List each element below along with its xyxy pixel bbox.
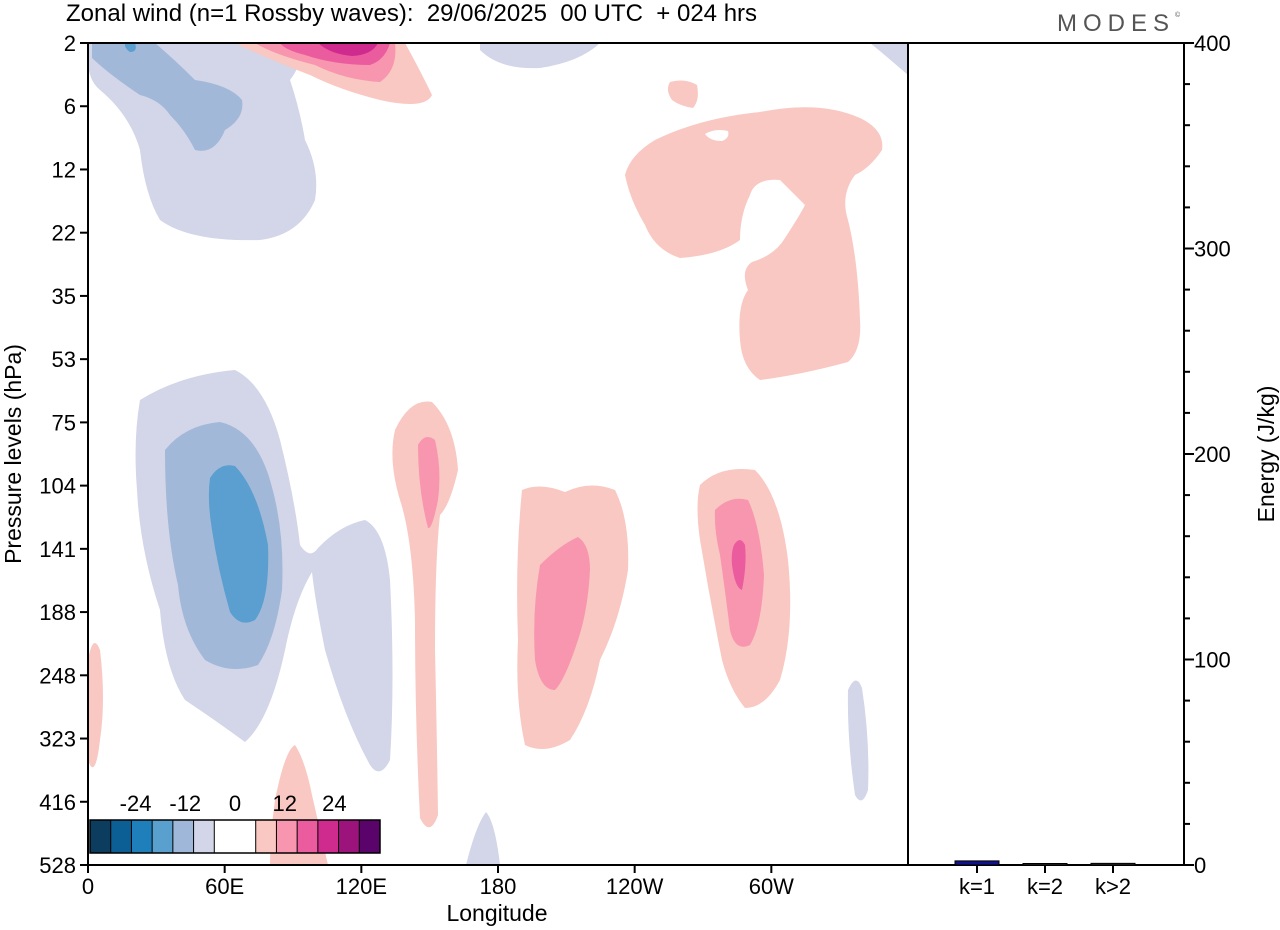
energy-bar (1022, 863, 1068, 866)
energy-tick-label: 0 (1194, 853, 1206, 878)
colorbar-swatch (255, 820, 277, 853)
energy-axis: 0 100 200 300 400 (1184, 31, 1231, 878)
x-tick-label: 60E (205, 874, 244, 899)
contour-neg-level2 (92, 43, 243, 151)
colorbar-swatch (172, 820, 195, 853)
contour-pos-level3 (731, 540, 746, 590)
energy-tick-label: 100 (1194, 648, 1231, 673)
energy-tick-label: 400 (1194, 31, 1231, 56)
colorbar-swatch (338, 820, 360, 853)
colorbar-swatch (131, 820, 153, 853)
y-tick-label: 2 (64, 31, 76, 56)
colorbar-swatch (110, 820, 132, 853)
colorbar-frame (89, 819, 381, 854)
colorbar-swatch (276, 820, 298, 853)
colorbar-label: -12 (169, 791, 201, 816)
energy-bar (954, 860, 1000, 866)
longitude-axis: 0 60E 120E 180 120W 60W (82, 865, 794, 899)
y-axis-title: Pressure levels (hPa) (0, 344, 26, 564)
pressure-axis: 2 6 12 22 35 53 75 104 141 188 248 323 416 528 (39, 31, 88, 878)
wind-field (88, 43, 908, 865)
x-tick-label: 120E (336, 874, 387, 899)
energy-category-label: k=1 (959, 874, 995, 899)
y-tick-label: 104 (39, 474, 76, 499)
contour-pos-level2 (534, 537, 590, 690)
y-tick-label: 75 (52, 410, 76, 435)
y-tick-label: 35 (52, 284, 76, 309)
colorbar-swatch (152, 820, 174, 853)
y-tick-label: 141 (39, 537, 76, 562)
energy-bars: k=1 k=2 k>2 (954, 860, 1136, 899)
colorbar-swatch (297, 820, 319, 853)
y-tick-label: 6 (64, 94, 76, 119)
y-tick-label: 12 (52, 157, 76, 182)
energy-bar (1090, 862, 1136, 866)
contour-pos-level1 (392, 401, 458, 828)
colorbar-swatch (235, 820, 257, 853)
colorbar-swatch (359, 820, 381, 853)
contour-pos-level4 (318, 43, 378, 56)
contour-neg-level1 (480, 43, 600, 69)
colorbar-swatch (214, 820, 236, 853)
energy-axis-title: Energy (J/kg) (1253, 386, 1279, 523)
energy-tick-label: 200 (1194, 442, 1231, 467)
y-tick-label: 528 (39, 853, 76, 878)
contour-neg-level1 (870, 43, 908, 75)
contour-neg-level3 (124, 43, 136, 52)
contour-pos-level1 (88, 642, 103, 768)
energy-category-label: k>2 (1095, 874, 1131, 899)
x-tick-label: 0 (82, 874, 94, 899)
y-tick-label: 416 (39, 790, 76, 815)
colorbar: -24 -12 0 12 24 (89, 791, 381, 854)
contour-pos-level2 (418, 436, 440, 529)
y-tick-label: 323 (39, 727, 76, 752)
colorbar-swatch (193, 820, 215, 853)
contour-pos-level1 (667, 80, 698, 108)
colorbar-swatch (90, 820, 112, 853)
y-tick-label: 248 (39, 663, 76, 688)
brand-mark: © (1175, 12, 1181, 19)
contour-pos-hole (705, 130, 729, 141)
brand-text: MODES (1057, 10, 1176, 37)
colorbar-label: 12 (272, 791, 296, 816)
x-tick-label: 120W (606, 874, 664, 899)
energy-category-label: k=2 (1027, 874, 1063, 899)
energy-tick-label: 300 (1194, 237, 1231, 262)
x-tick-label: 180 (480, 874, 517, 899)
colorbar-swatch (317, 820, 340, 853)
contour-neg-level3 (208, 465, 269, 623)
colorbar-label: 0 (229, 791, 241, 816)
energy-frame (907, 42, 1185, 866)
y-tick-label: 22 (52, 221, 76, 246)
brand-logo: MODES© (1057, 10, 1180, 38)
contour-neg-level1 (466, 812, 500, 865)
chart-title: Zonal wind (n=1 Rossby waves): 29/06/202… (66, 0, 758, 27)
x-tick-label: 60W (749, 874, 794, 899)
contour-pos-level1 (625, 107, 883, 380)
contour-neg-level1 (847, 680, 869, 801)
x-axis-title: Longitude (446, 900, 547, 926)
colorbar-label: -24 (120, 791, 152, 816)
y-tick-label: 188 (39, 600, 76, 625)
colorbar-label: 24 (322, 791, 346, 816)
y-tick-label: 53 (52, 347, 76, 372)
